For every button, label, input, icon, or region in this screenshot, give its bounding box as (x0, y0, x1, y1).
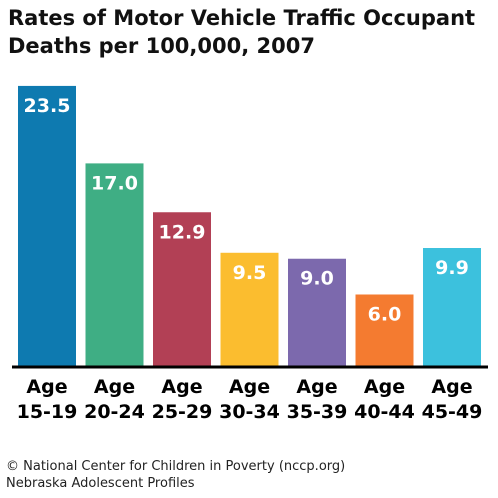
bars-layer (18, 85, 481, 366)
chart-title: Rates of Motor Vehicle Traffic Occupant … (8, 6, 476, 58)
value-label-3: 12.9 (159, 221, 206, 243)
value-label-2: 17.0 (91, 172, 138, 194)
bar-6 (355, 294, 414, 366)
category-label-6-line-1: Age (364, 376, 405, 398)
category-label-3-line-1: Age (161, 376, 202, 398)
bar-2 (85, 163, 144, 366)
value-label-5: 9.0 (300, 268, 334, 290)
category-label-5-line-1: Age (296, 376, 337, 398)
bar-1 (18, 85, 76, 366)
value-label-1: 23.5 (24, 95, 71, 117)
source-text: Nebraska Adolescent Profiles (6, 476, 195, 491)
category-label-1-line-1: Age (26, 376, 67, 398)
bar-5 (288, 258, 346, 366)
bar-4 (220, 252, 279, 366)
category-label-5-line-2: 35-39 (287, 401, 348, 423)
category-label-2-line-1: Age (94, 376, 135, 398)
value-labels-layer: 23.5 17.0 12.9 9.5 9.0 6.0 9.9 (24, 95, 469, 326)
category-labels-layer: Age 15-19 Age 20-24 Age 25-29 Age 30-34 Age 35-39… (17, 376, 483, 423)
bar-7 (423, 248, 481, 366)
copyright-text: © National Center for Children in Povert… (6, 459, 346, 474)
value-label-4: 9.5 (233, 262, 267, 284)
bar-3 (153, 212, 211, 366)
value-label-7: 9.9 (435, 257, 469, 279)
footer: © National Center for Children in Povert… (6, 458, 486, 492)
category-label-2-line-2: 20-24 (84, 401, 145, 423)
category-label-7-line-1: Age (431, 376, 472, 398)
category-label-6-line-2: 40-44 (354, 401, 415, 423)
category-label-4-line-2: 30-34 (219, 401, 280, 423)
category-label-1-line-2: 15-19 (17, 401, 78, 423)
category-label-4-line-1: Age (229, 376, 270, 398)
category-label-7-line-2: 45-49 (422, 401, 483, 423)
category-label-3-line-2: 25-29 (152, 401, 213, 423)
value-label-6: 6.0 (368, 303, 402, 325)
